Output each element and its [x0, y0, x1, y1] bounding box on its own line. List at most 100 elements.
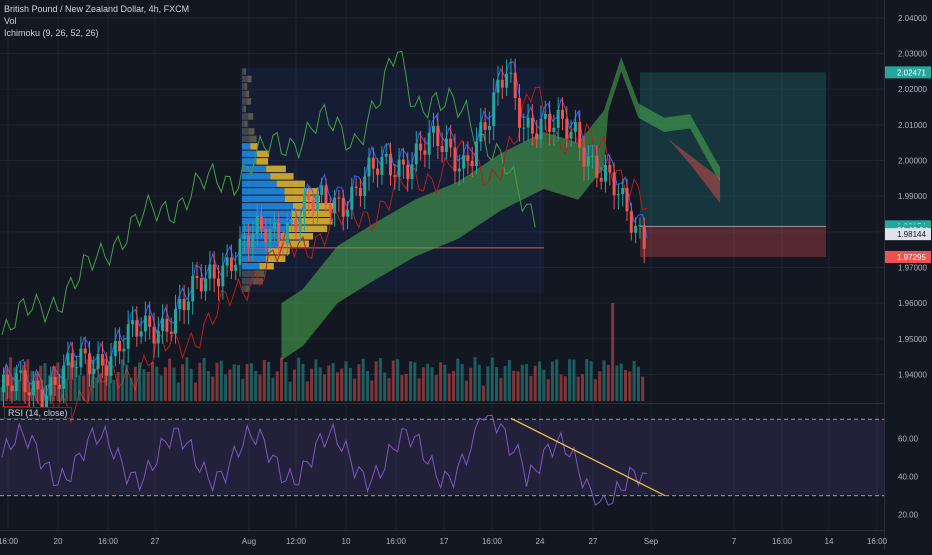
candle-body	[191, 276, 195, 302]
volume-bar	[477, 364, 481, 401]
profile-bar-up	[242, 270, 255, 277]
volume-bar	[550, 361, 554, 401]
volume-bar	[206, 371, 210, 401]
volume-bar	[86, 359, 90, 401]
symbol-title[interactable]: British Pound / New Zealand Dollar, 4h, …	[4, 4, 190, 14]
candle-body	[152, 326, 156, 344]
volume-bar	[155, 366, 159, 401]
profile-bar-up	[242, 248, 269, 255]
candle-body	[346, 209, 349, 217]
volume-bar	[112, 379, 116, 401]
profile-bar-down	[291, 218, 333, 225]
volume-label[interactable]: Vol	[4, 16, 17, 26]
candle-body	[100, 354, 104, 366]
time-tick-label: 17	[440, 537, 449, 546]
ichimoku-label[interactable]: Ichimoku (9, 26, 52, 26)	[4, 28, 99, 38]
candle-body	[268, 228, 272, 243]
volume-bar	[361, 358, 365, 401]
candle-body	[509, 72, 513, 74]
profile-bar-up	[242, 262, 260, 270]
volume-bar	[9, 357, 13, 401]
candle-body	[186, 301, 190, 311]
profile-bar-up	[242, 113, 249, 120]
candle-body	[625, 187, 629, 212]
volume-bar	[512, 370, 516, 401]
volume-bar	[280, 357, 283, 401]
volume-bar	[211, 376, 215, 401]
volume-bar	[219, 360, 223, 401]
volume-bar	[181, 364, 185, 401]
candle-body	[255, 216, 259, 234]
volume-bar	[555, 359, 559, 401]
rsi-trendline	[510, 417, 666, 497]
volume-bar	[288, 381, 292, 401]
price-tick-label: 1.94000	[898, 370, 927, 379]
price-tick-label: 2.04000	[898, 14, 927, 23]
rsi-label[interactable]: RSI (14, close)	[4, 407, 72, 419]
candle-body	[436, 125, 440, 147]
volume-bar	[159, 375, 163, 401]
profile-bar-down	[276, 180, 306, 188]
candle-body	[371, 157, 375, 169]
volume-bar	[482, 385, 486, 401]
candle-body	[642, 225, 646, 249]
candle-body	[126, 324, 130, 349]
volume-bar	[314, 359, 318, 401]
volume-bar	[581, 374, 584, 401]
volume-bar	[460, 364, 464, 401]
time-tick-label: 14	[825, 537, 834, 546]
candle-body	[320, 185, 324, 195]
candle-body	[294, 219, 298, 232]
volume-bar	[499, 378, 503, 401]
candle-body	[75, 367, 79, 369]
volume-bar	[615, 365, 619, 401]
profile-bar-down	[245, 90, 250, 98]
price-badge-label: 1.97295	[897, 253, 926, 262]
profile-bar-down	[247, 75, 252, 83]
time-tick-label: 27	[589, 537, 598, 546]
candle-body	[27, 392, 31, 396]
volume-bar	[576, 376, 580, 401]
candlesticks[interactable]	[2, 58, 646, 420]
volume-bar	[82, 375, 86, 401]
volume-bar	[370, 380, 374, 401]
candle-body	[260, 216, 263, 229]
candle-body	[595, 155, 599, 178]
rsi-panel[interactable]	[0, 415, 884, 507]
volume-bar	[353, 378, 357, 401]
candle-body	[208, 264, 212, 279]
candle-body	[118, 340, 122, 352]
volume-bar	[262, 360, 266, 401]
profile-bar-down	[254, 270, 265, 277]
legend: British Pound / New Zealand Dollar, 4h, …	[4, 3, 189, 39]
candle-body	[32, 380, 36, 396]
volume-bar	[258, 374, 262, 401]
volume-bar	[400, 374, 404, 401]
candle-body	[131, 320, 134, 325]
rsi-tick-label: 40.00	[898, 473, 919, 482]
volume-bar	[120, 359, 124, 401]
volume-bar	[292, 369, 296, 401]
profile-bar-up	[242, 218, 292, 225]
volume-bar	[297, 357, 301, 401]
candle-body	[272, 222, 276, 229]
volume-bar	[443, 364, 447, 401]
candle-body	[401, 159, 405, 165]
candle-body	[19, 370, 23, 373]
candle-body	[281, 241, 285, 245]
candle-body	[376, 168, 380, 175]
volume-bar	[254, 370, 258, 401]
profile-bar-down	[288, 225, 328, 233]
volume-bar	[598, 371, 602, 401]
volume-bar	[520, 364, 524, 401]
candle-body	[492, 92, 496, 126]
volume-bar	[267, 361, 271, 401]
candle-body	[40, 389, 44, 408]
candle-body	[341, 198, 345, 217]
volume-bar	[641, 376, 645, 401]
profile-bar-up	[242, 120, 246, 128]
time-tick-label: 12:00	[286, 537, 307, 546]
trade-box[interactable]	[640, 72, 826, 257]
